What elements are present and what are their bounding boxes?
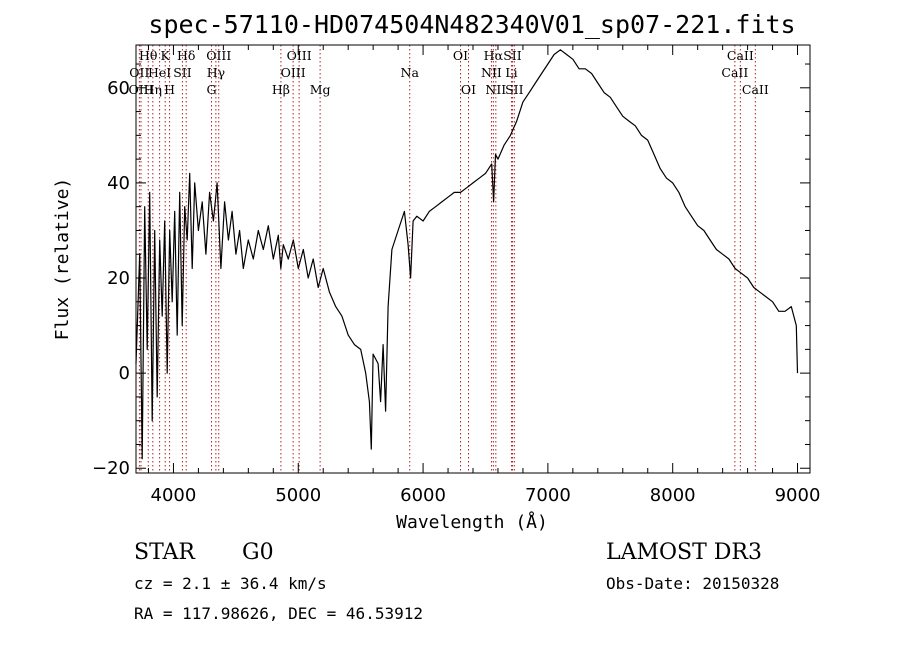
survey-name: LAMOST DR3 (606, 540, 762, 565)
chart-title: spec-57110-HD074504N482340V01_sp07-221.f… (148, 10, 795, 39)
y-axis-ticks: −20 0 20 40 60 (92, 63, 810, 479)
x-tick-label: 6000 (400, 485, 446, 506)
line-marker-label: OI (461, 82, 476, 97)
line-marker-label: Hδ (177, 48, 195, 63)
line-marker-label: CaII (742, 82, 769, 97)
line-marker-label: CaII (721, 65, 748, 80)
x-tick-label: 4000 (151, 485, 197, 506)
line-marker-label: OIII (128, 82, 153, 97)
y-tick-label: 0 (119, 363, 130, 384)
line-marker-label: Hβ (272, 82, 290, 97)
line-marker-label: K (161, 48, 171, 63)
line-marker-label: Li (505, 65, 517, 80)
y-axis-label: Flux (relative) (52, 178, 73, 341)
obs-date: Obs-Date: 20150328 (606, 574, 779, 593)
line-marker-label: SII (505, 82, 524, 97)
line-marker-label: Hη (144, 82, 162, 97)
x-tick-label: 5000 (275, 485, 321, 506)
line-marker-label: NII (481, 65, 502, 80)
plot-frame (135, 44, 811, 474)
spectrum-line (135, 49, 799, 460)
line-marker-label: SII (503, 48, 522, 63)
line-marker-label: OII (129, 65, 149, 80)
spectral-line-markers (138, 45, 756, 473)
line-marker-label: OIII (281, 65, 306, 80)
line-marker-label: Mg (310, 82, 331, 97)
line-marker-label: CaII (727, 48, 754, 63)
subclass: G0 (242, 540, 274, 565)
axes (135, 44, 811, 474)
x-axis-label: Wavelength (Å) (396, 511, 548, 533)
spectrum-series (135, 49, 799, 460)
line-marker-label: H (164, 82, 175, 97)
line-marker-label: Hθ (139, 48, 157, 63)
y-tick-label: 60 (107, 78, 130, 99)
x-tick-label: 8000 (650, 485, 696, 506)
line-marker-label: SII (173, 65, 192, 80)
line-marker-label: HeI (148, 65, 171, 80)
line-marker-label: OI (453, 48, 468, 63)
y-tick-label: 40 (107, 173, 130, 194)
line-marker-label: G (207, 82, 217, 97)
line-marker-label: Hγ (207, 65, 225, 80)
line-marker-label: Na (401, 65, 420, 80)
x-tick-label: 9000 (775, 485, 821, 506)
line-marker-label: NII (485, 82, 506, 97)
redshift-info: cz = 2.1 ± 36.4 km/s (134, 574, 327, 593)
x-axis-ticks: 4000 5000 6000 7000 8000 9000 (147, 45, 821, 506)
object-class: STAR (134, 540, 196, 565)
y-tick-label: −20 (92, 458, 130, 479)
y-tick-label: 20 (107, 268, 130, 289)
line-marker-label: OIII (206, 48, 231, 63)
line-marker-label: Hα (484, 48, 504, 63)
x-tick-label: 7000 (525, 485, 571, 506)
coordinates: RA = 117.98626, DEC = 46.53912 (134, 604, 423, 623)
line-marker-label: OIII (287, 48, 312, 63)
